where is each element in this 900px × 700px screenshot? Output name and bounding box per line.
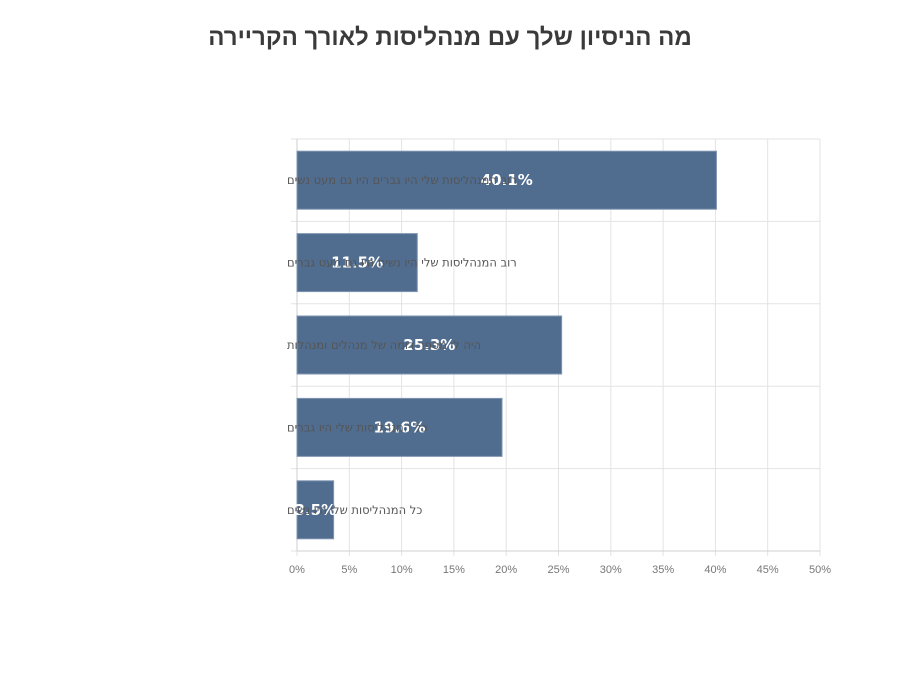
- category-label: כל המנהליסות שלי היו נשים: [287, 503, 422, 517]
- bar: [296, 150, 717, 210]
- bar: [296, 397, 503, 457]
- x-tick-label: 35%: [652, 564, 674, 576]
- category-label: כל המנהליסות שלי היו גברים: [287, 420, 428, 434]
- bar: [296, 480, 335, 540]
- x-tick-label: 50%: [809, 564, 831, 576]
- data-label: 40.1%: [481, 171, 533, 189]
- data-label: 19.6%: [373, 418, 425, 436]
- data-label: 3.5%: [295, 501, 337, 519]
- bar: [296, 315, 563, 375]
- x-tick-label: 45%: [757, 564, 779, 576]
- category-label: היה לי מספר דומה של מנהלים ומנהלות: [287, 338, 481, 352]
- data-label: 11.5%: [331, 254, 383, 272]
- bars: [296, 150, 717, 540]
- data-label: 25.3%: [403, 336, 455, 354]
- x-tick-label: 15%: [443, 564, 465, 576]
- chart-title: מה הניסיון שלך עם מנהליסות לאורך הקריירה: [208, 24, 692, 51]
- category-label: רוב המנהליסות שלי היו נשים היו גם מעט גב…: [287, 256, 517, 270]
- x-tick-label: 10%: [391, 564, 413, 576]
- x-tick-label: 40%: [704, 564, 726, 576]
- bar: [296, 233, 418, 293]
- x-tick-label: 20%: [495, 564, 517, 576]
- x-tick-label: 30%: [600, 564, 622, 576]
- x-tick-label: 0%: [289, 564, 305, 576]
- category-label: רוב המנהליסות שלי היו גברים היו גם מעט נ…: [287, 173, 517, 187]
- x-tick-label: 5%: [341, 564, 357, 576]
- x-tick-label: 25%: [547, 564, 569, 576]
- labels: 0% 5% 10% 15% 20% 25% 30% 35% 40% 45% 50%40.1%רוב …: [287, 171, 831, 576]
